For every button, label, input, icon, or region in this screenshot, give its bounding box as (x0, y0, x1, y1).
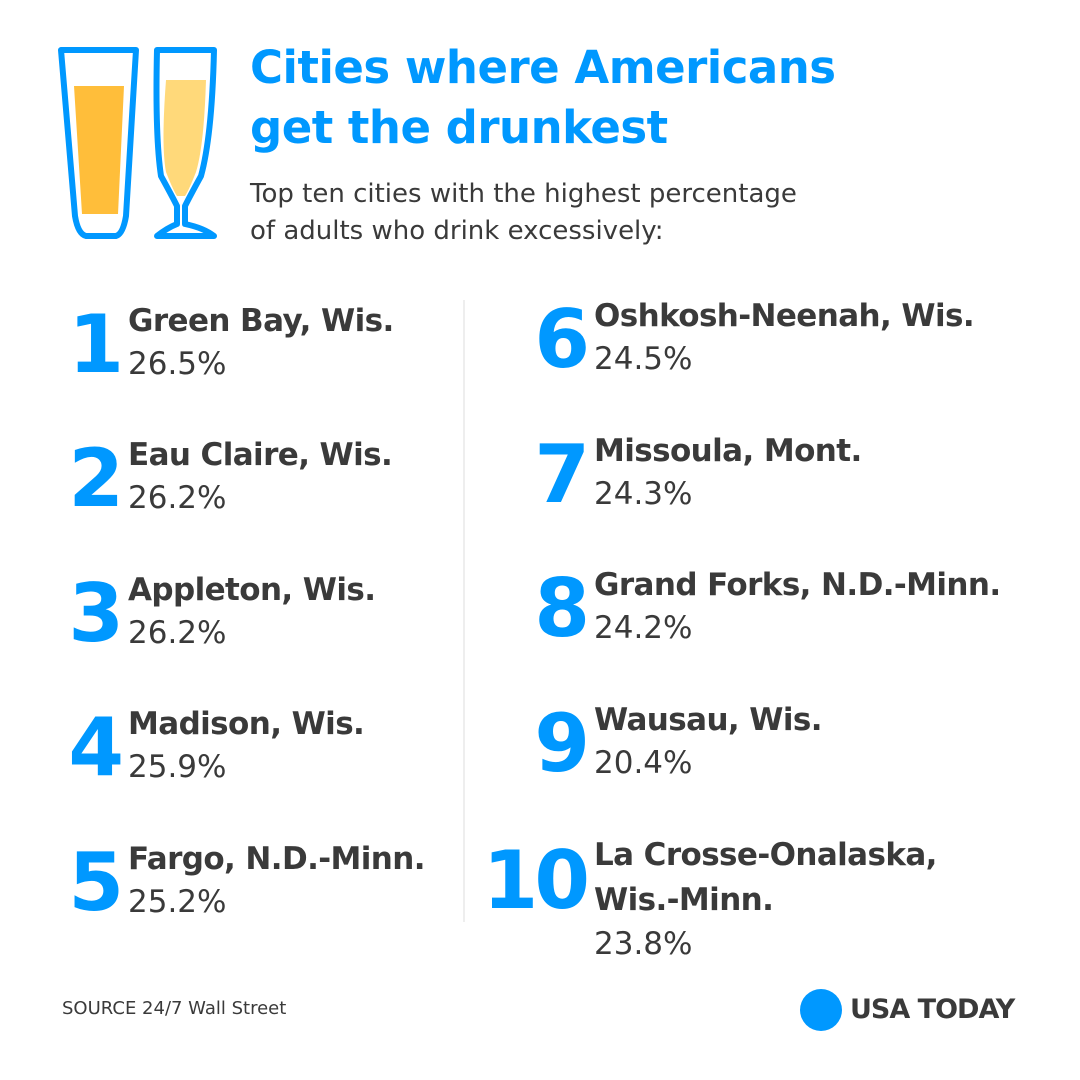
city-name: Fargo, N.D.-Minn. (128, 841, 426, 877)
rank-number: 3 (68, 567, 124, 660)
rank-item: 7 Missoula, Mont. 24.3% (466, 430, 986, 550)
city-name: La Crosse-Onalaska, (594, 837, 937, 873)
city-name: Appleton, Wis. (128, 572, 376, 608)
city-name-line-2: Wis.-Minn. (594, 882, 774, 918)
subtitle: Top ten cities with the highest percenta… (250, 176, 1050, 250)
city-percent: 25.9% (128, 749, 227, 785)
page-title: Cities where Americans get the drunkest (250, 38, 1050, 158)
rank-number: 2 (68, 432, 124, 525)
city-percent: 25.2% (128, 884, 227, 920)
rank-item: 3 Appleton, Wis. 26.2% (0, 569, 520, 689)
column-divider (463, 300, 465, 922)
subtitle-line-1: Top ten cities with the highest percenta… (250, 179, 797, 209)
city-percent: 24.5% (594, 341, 693, 377)
city-percent: 26.2% (128, 615, 227, 651)
city-percent: 20.4% (594, 745, 693, 781)
title-line-1: Cities where Americans (250, 41, 836, 94)
city-name: Eau Claire, Wis. (128, 437, 393, 473)
city-name: Missoula, Mont. (594, 433, 862, 469)
rank-item: 4 Madison, Wis. 25.9% (0, 703, 520, 823)
title-line-2: get the drunkest (250, 101, 668, 154)
rank-item: 5 Fargo, N.D.-Minn. 25.2% (0, 838, 520, 958)
beer-glasses-icon (58, 47, 217, 239)
rank-number: 7 (534, 428, 590, 521)
brand-name: USA TODAY (850, 994, 1015, 1025)
rank-number: 9 (534, 697, 590, 790)
subtitle-line-2: of adults who drink excessively: (250, 216, 664, 246)
city-name: Oshkosh-Neenah, Wis. (594, 298, 975, 334)
city-percent: 24.3% (594, 476, 693, 512)
rank-item: 1 Green Bay, Wis. 26.5% (0, 300, 520, 420)
rank-number: 1 (68, 298, 124, 391)
rank-number: 8 (534, 562, 590, 655)
city-percent: 24.2% (594, 610, 693, 646)
rank-item: 9 Wausau, Wis. 20.4% (466, 699, 986, 819)
usa-today-circle-icon (800, 989, 842, 1031)
rank-item: 8 Grand Forks, N.D.-Minn. 24.2% (466, 562, 1001, 684)
rank-number: 4 (68, 701, 124, 794)
rank-number: 10 (482, 834, 590, 927)
rank-item: 6 Oshkosh-Neenah, Wis. 24.5% (466, 295, 986, 415)
rank-number: 6 (534, 293, 590, 386)
rank-item: 2 Eau Claire, Wis. 26.2% (0, 434, 520, 554)
city-percent: 23.8% (594, 926, 693, 962)
source-note: SOURCE 24/7 Wall Street (62, 998, 287, 1019)
city-percent: 26.5% (128, 346, 227, 382)
city-name: Madison, Wis. (128, 706, 365, 742)
city-name: Grand Forks, N.D.-Minn. (594, 567, 1001, 603)
rank-number: 5 (68, 836, 124, 929)
city-name: Green Bay, Wis. (128, 303, 394, 339)
city-percent: 26.2% (128, 480, 227, 516)
rank-item: 10 La Crosse-Onalaska, Wis.-Minn. 23.8% (466, 834, 986, 974)
city-name: Wausau, Wis. (594, 702, 823, 738)
